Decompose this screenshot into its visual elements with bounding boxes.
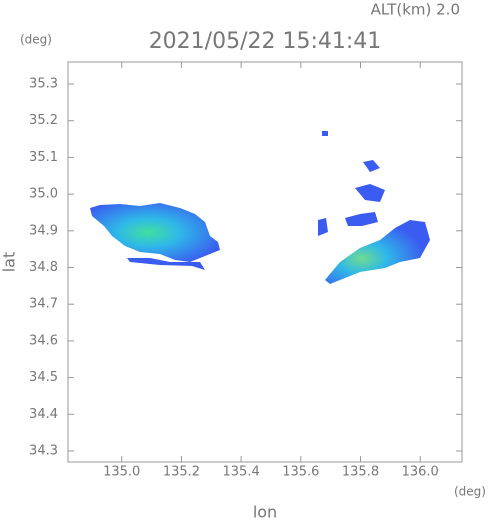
y-tick-label: 34.8 bbox=[29, 260, 58, 275]
x-tick-label: 135.8 bbox=[342, 465, 379, 480]
x-axis-label: lon bbox=[253, 503, 277, 522]
y-axis-label: lat bbox=[0, 252, 19, 273]
x-unit: (deg) bbox=[454, 485, 486, 499]
y-unit: (deg) bbox=[20, 33, 52, 47]
y-tick-label: 34.7 bbox=[29, 297, 58, 312]
y-tick-label: 34.6 bbox=[29, 333, 58, 348]
echo bbox=[363, 160, 380, 172]
echo bbox=[90, 203, 220, 262]
y-tick-label: 35.2 bbox=[29, 113, 58, 128]
x-tick-label: 135.2 bbox=[163, 465, 200, 480]
y-tick-label: 35.1 bbox=[29, 150, 58, 165]
plot-frame bbox=[67, 61, 463, 463]
x-tick-label: 135.4 bbox=[223, 465, 260, 480]
radar-echoes bbox=[90, 131, 430, 284]
echo bbox=[322, 131, 328, 136]
y-tick-label: 35.0 bbox=[29, 187, 58, 202]
chart-title: 2021/05/22 15:41:41 bbox=[149, 29, 382, 54]
y-tick-label: 34.9 bbox=[29, 223, 58, 238]
x-tick-label: 135.0 bbox=[103, 465, 140, 480]
subtitle: ALT(km) 2.0 bbox=[371, 1, 460, 19]
echo bbox=[318, 218, 328, 236]
y-tick-label: 35.3 bbox=[29, 77, 58, 92]
y-tick-label: 34.4 bbox=[29, 407, 58, 422]
echo bbox=[325, 220, 430, 284]
y-tick-label: 34.3 bbox=[29, 443, 58, 458]
echo bbox=[355, 184, 385, 202]
x-tick-label: 135.6 bbox=[282, 465, 319, 480]
y-tick-label: 34.5 bbox=[29, 370, 58, 385]
x-tick-label: 136.0 bbox=[402, 465, 439, 480]
echo bbox=[127, 258, 205, 270]
echo bbox=[345, 212, 378, 226]
